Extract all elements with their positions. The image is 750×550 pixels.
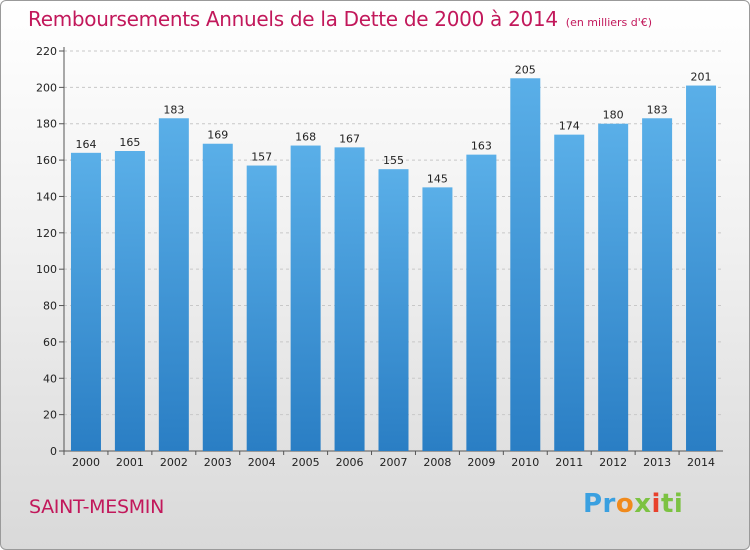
x-tick-label: 2003 bbox=[204, 456, 232, 469]
y-tick-label: 140 bbox=[36, 190, 57, 203]
y-tick-label: 20 bbox=[43, 409, 57, 422]
brand-part-3: x bbox=[634, 489, 652, 519]
bar bbox=[334, 147, 365, 451]
x-tick-label: 2004 bbox=[248, 456, 276, 469]
brand-logo[interactable]: Proxiti bbox=[583, 489, 683, 519]
y-tick-label: 120 bbox=[36, 227, 57, 240]
x-tick-label: 2006 bbox=[336, 456, 364, 469]
y-tick-label: 180 bbox=[36, 118, 57, 131]
y-tick-label: 60 bbox=[43, 336, 57, 349]
x-tick-label: 2005 bbox=[292, 456, 320, 469]
data-label: 157 bbox=[251, 151, 272, 164]
data-label: 169 bbox=[207, 129, 228, 142]
x-tick-label: 2010 bbox=[511, 456, 539, 469]
x-tick-label: 2011 bbox=[555, 456, 583, 469]
bar bbox=[202, 143, 233, 451]
bar bbox=[510, 78, 541, 451]
data-label: 183 bbox=[163, 103, 184, 116]
x-tick-label: 2007 bbox=[380, 456, 408, 469]
bar bbox=[290, 145, 321, 451]
y-tick-label: 160 bbox=[36, 154, 57, 167]
commune-name: SAINT-MESMIN bbox=[29, 496, 165, 518]
y-tick-label: 100 bbox=[36, 263, 57, 276]
data-label: 180 bbox=[603, 109, 624, 122]
bar bbox=[642, 118, 673, 451]
y-tick-label: 220 bbox=[36, 45, 57, 58]
data-label: 165 bbox=[119, 136, 140, 149]
x-tick-label: 2002 bbox=[160, 456, 188, 469]
chart-unit: (en milliers d'€) bbox=[565, 16, 653, 29]
bar bbox=[70, 152, 101, 451]
bar bbox=[686, 85, 717, 451]
bar bbox=[378, 169, 409, 451]
bar bbox=[158, 118, 189, 451]
bar bbox=[246, 165, 277, 451]
y-tick-label: 80 bbox=[43, 300, 57, 313]
data-label: 164 bbox=[75, 138, 96, 151]
data-label: 155 bbox=[383, 154, 404, 167]
brand-part-4: i bbox=[651, 489, 661, 519]
x-tick-label: 2014 bbox=[687, 456, 715, 469]
bar bbox=[422, 187, 453, 451]
y-tick-label: 40 bbox=[43, 372, 57, 385]
data-label: 183 bbox=[647, 103, 668, 116]
x-tick-label: 2001 bbox=[116, 456, 144, 469]
data-label: 163 bbox=[471, 140, 492, 153]
x-tick-label: 2008 bbox=[423, 456, 451, 469]
y-tick-label: 0 bbox=[50, 445, 57, 458]
y-tick-label: 200 bbox=[36, 81, 57, 94]
brand-part-5: ti bbox=[660, 489, 684, 519]
chart-title-text: Remboursements Annuels de la Dette de 20… bbox=[28, 7, 558, 31]
bars bbox=[70, 78, 717, 452]
x-tick-label: 2012 bbox=[599, 456, 627, 469]
data-label: 201 bbox=[691, 71, 712, 84]
bar bbox=[598, 123, 629, 452]
brand-part-1: Pr bbox=[583, 489, 616, 519]
bar bbox=[114, 151, 145, 451]
labels: 0 20 40 60 80 100 120 140 160 180 200 220 164 2000 165… bbox=[36, 45, 715, 469]
data-label: 174 bbox=[559, 120, 580, 133]
bar bbox=[554, 134, 585, 452]
x-tick-label: 2009 bbox=[467, 456, 495, 469]
chart-title: Remboursements Annuels de la Dette de 20… bbox=[28, 7, 652, 31]
data-label: 168 bbox=[295, 131, 316, 144]
bar bbox=[466, 154, 497, 452]
x-tick-label: 2000 bbox=[72, 456, 100, 469]
data-label: 167 bbox=[339, 132, 360, 145]
brand-part-2: o bbox=[615, 489, 635, 519]
x-tick-label: 2013 bbox=[643, 456, 671, 469]
data-label: 205 bbox=[515, 63, 536, 76]
data-label: 145 bbox=[427, 172, 448, 185]
